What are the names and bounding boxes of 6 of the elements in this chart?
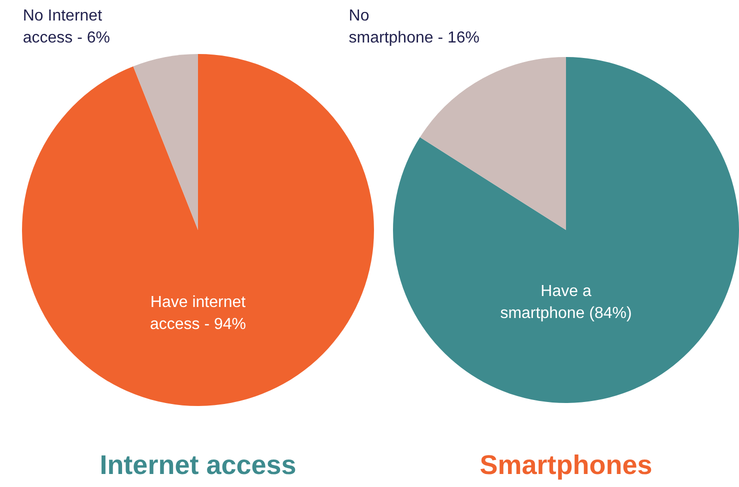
text: Internet access (98, 450, 298, 481)
slice-label: No Internet access - 6% (22, 7, 110, 46)
slice-label: Have a smartphone (84%) (500, 283, 632, 322)
text: Smartphones (478, 450, 654, 481)
slice-label: Have internet access - 94% (150, 294, 246, 333)
slice-label: No smartphone - 16% (348, 7, 480, 46)
